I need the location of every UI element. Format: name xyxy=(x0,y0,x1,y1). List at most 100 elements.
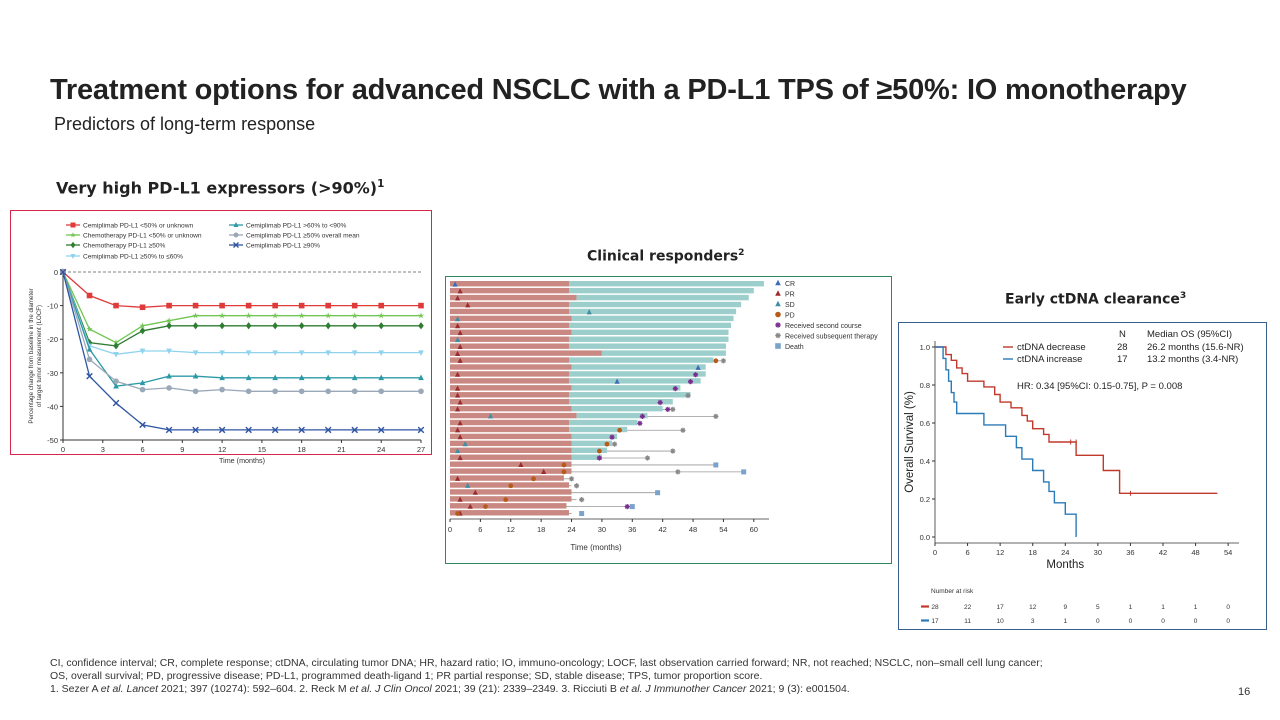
km-curve-chart: 0.00.20.40.60.81.00 6 12 18 24 30 36 42 48 54Mont… xyxy=(904,329,1244,625)
series-line xyxy=(62,271,421,392)
data-point xyxy=(219,322,225,330)
section-heading-ctdna-clearance: Early ctDNA clearance3 xyxy=(1005,291,1186,308)
treatment-bar xyxy=(450,503,567,509)
second-course-marker xyxy=(596,455,602,461)
at-risk-count: 1 xyxy=(1194,604,1198,611)
at-risk-count: 1 xyxy=(1161,604,1165,611)
followup-bar xyxy=(576,294,749,301)
slide-subtitle: Predictors of long-term response xyxy=(54,114,316,134)
response-marker xyxy=(454,406,461,412)
response-marker xyxy=(452,281,458,287)
y-tick-label: -40 xyxy=(47,402,58,411)
x-tick-label: 36 xyxy=(628,525,636,534)
data-point xyxy=(298,350,305,356)
legend-label: Cemiplimab PD-L1 <50% or unknown xyxy=(83,223,193,230)
data-point xyxy=(165,426,173,434)
treatment-bar xyxy=(450,357,569,363)
data-point xyxy=(325,302,331,309)
legend-label: Cemiplimab PD-L1 ≥90% xyxy=(246,243,320,250)
treatment-bar xyxy=(450,392,569,398)
y-axis-title: Percentage change from baseline in the d… xyxy=(28,288,43,423)
x-tick-label: 36 xyxy=(1126,548,1134,557)
at-risk-count: 3 xyxy=(1031,618,1035,625)
data-point xyxy=(192,312,199,319)
pd-marker xyxy=(604,441,610,447)
response-marker xyxy=(457,454,463,461)
at-risk-count: 0 xyxy=(1194,618,1198,625)
data-point xyxy=(245,302,252,309)
treatment-bar xyxy=(450,454,572,460)
treatment-bar xyxy=(450,489,572,495)
x-tick-label: 48 xyxy=(1191,548,1199,557)
x-tick-label: 18 xyxy=(297,445,305,454)
followup-bar xyxy=(571,440,613,447)
at-risk-count: 11 xyxy=(964,618,971,625)
x-tick-label: 30 xyxy=(1094,548,1102,557)
data-point xyxy=(378,350,385,356)
data-point xyxy=(418,322,424,330)
y-tick-label: -10 xyxy=(47,302,58,311)
followup-bar xyxy=(576,412,648,419)
x-tick-label: 15 xyxy=(258,445,266,454)
section-ref: 3 xyxy=(1179,291,1187,301)
at-risk-count: 0 xyxy=(1226,618,1230,625)
treatment-bar xyxy=(450,287,569,294)
data-point xyxy=(245,374,252,381)
legend-n: 17 xyxy=(1117,354,1128,365)
data-point xyxy=(113,342,119,350)
treatment-bar xyxy=(450,496,572,502)
followup-bar xyxy=(568,301,742,308)
data-point xyxy=(325,374,331,381)
response-marker xyxy=(457,343,463,350)
data-point xyxy=(139,386,146,393)
x-tick-label: 27 xyxy=(417,445,425,454)
data-point xyxy=(192,302,199,309)
data-point xyxy=(298,374,305,381)
data-point xyxy=(272,302,278,309)
followup-bar xyxy=(568,322,732,329)
at-risk-count: 0 xyxy=(1129,618,1133,625)
followup-bar xyxy=(568,378,701,384)
data-point xyxy=(219,374,225,381)
treatment-bar xyxy=(450,322,569,329)
data-point xyxy=(325,312,332,319)
response-marker xyxy=(454,475,461,481)
data-point xyxy=(245,312,252,319)
y-tick-label: -20 xyxy=(47,335,58,344)
slide-title: Treatment options for advanced NSCLC wit… xyxy=(50,74,1187,106)
x-tick-label: 12 xyxy=(996,548,1004,557)
data-point xyxy=(218,312,226,319)
data-point xyxy=(113,352,119,358)
tumor-change-chart: Cemiplimab PD-L1 <50% or unknown Chemothe… xyxy=(28,222,425,465)
data-point xyxy=(378,388,385,395)
treatment-bar xyxy=(450,468,572,474)
data-point xyxy=(324,426,332,434)
followup-bar xyxy=(571,385,681,391)
legend-label: Chemotherapy PD-L1 ≥50% xyxy=(83,243,166,250)
data-point xyxy=(298,322,305,330)
treatment-bar xyxy=(450,308,569,315)
second-course-marker xyxy=(687,379,694,385)
subsequent-therapy-marker xyxy=(680,427,686,433)
response-marker xyxy=(541,468,547,474)
response-marker xyxy=(614,378,620,384)
data-point xyxy=(377,426,385,434)
legend-label: PR xyxy=(785,291,795,298)
pd-marker xyxy=(561,462,567,468)
legend-label: Chemotherapy PD-L1 <50% or unknown xyxy=(83,233,202,240)
data-point xyxy=(378,374,385,381)
data-point xyxy=(112,339,120,346)
legend-marker xyxy=(775,290,781,296)
followup-bar xyxy=(568,426,628,433)
data-point xyxy=(166,348,172,355)
data-point xyxy=(245,426,252,434)
followup-bar xyxy=(571,454,602,460)
legend-header-n: N xyxy=(1119,329,1126,340)
x-tick-label: 21 xyxy=(337,445,345,454)
second-course-marker xyxy=(609,434,615,440)
legend-marker xyxy=(775,322,781,328)
at-risk-count: 0 xyxy=(1161,618,1165,625)
x-tick-label: 6 xyxy=(965,548,969,557)
x-tick-label: 54 xyxy=(719,525,727,534)
legend-median: 13.2 months (3.4-NR) xyxy=(1147,354,1238,365)
